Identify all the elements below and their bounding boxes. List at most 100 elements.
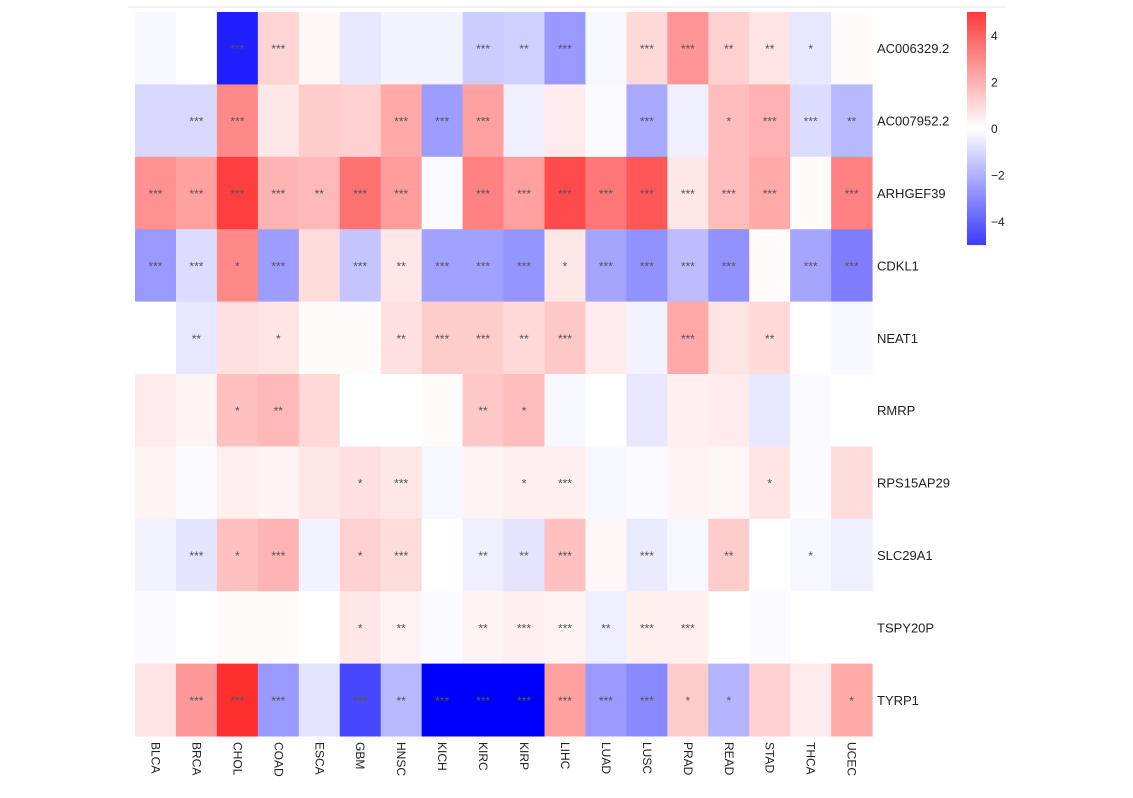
significance-label: *** bbox=[640, 42, 654, 56]
heatmap-cell bbox=[667, 446, 709, 520]
row-labels: AC006329.2 AC007952.2 ARHGEF39 CDKL1 NEAT1 RM… bbox=[877, 41, 950, 708]
heatmap-cell bbox=[503, 446, 545, 520]
heatmap-cell bbox=[216, 663, 259, 737]
significance-label: *** bbox=[435, 259, 449, 273]
heatmap-cell bbox=[831, 156, 873, 230]
colorbar-tick-label: 4 bbox=[991, 29, 998, 43]
significance-label: *** bbox=[189, 694, 203, 708]
heatmap-cell bbox=[831, 84, 873, 158]
significance-label: *** bbox=[148, 187, 162, 201]
significance-label: ** bbox=[519, 549, 529, 563]
heatmap-cell bbox=[708, 84, 750, 158]
significance-label: * bbox=[522, 477, 527, 491]
heatmap-cell bbox=[298, 301, 341, 375]
colorbar-tick-label: 0 bbox=[991, 122, 998, 136]
heatmap-cell bbox=[626, 156, 668, 230]
heatmap-cell bbox=[135, 156, 177, 230]
heatmap-cell bbox=[298, 591, 341, 665]
heatmap-cell bbox=[421, 301, 464, 375]
heatmap-cell bbox=[667, 518, 709, 592]
significance-label: *** bbox=[476, 115, 490, 129]
column-label: KIRP bbox=[517, 742, 531, 770]
heatmap-cell bbox=[339, 591, 382, 665]
significance-label: *** bbox=[394, 477, 408, 491]
significance-label: * bbox=[358, 549, 363, 563]
heatmap-cell bbox=[790, 446, 832, 520]
heatmap-cell bbox=[544, 229, 586, 303]
heatmap-cell bbox=[585, 518, 627, 592]
significance-label: ** bbox=[397, 259, 407, 273]
column-label: BLCA bbox=[148, 742, 162, 773]
heatmap-cell bbox=[216, 12, 259, 85]
significance-label: *** bbox=[640, 115, 654, 129]
heatmap-cell bbox=[380, 663, 423, 737]
heatmap-cell bbox=[257, 663, 300, 737]
heatmap-cell bbox=[462, 156, 505, 230]
heatmap-cell bbox=[135, 374, 177, 447]
significance-label: *** bbox=[271, 42, 285, 56]
significance-label: *** bbox=[230, 694, 244, 708]
significance-label: * bbox=[358, 477, 363, 491]
heatmap-cell bbox=[667, 663, 709, 737]
heatmap-cell bbox=[749, 156, 791, 230]
significance-label: ** bbox=[765, 332, 775, 346]
significance-label: *** bbox=[476, 332, 490, 346]
heatmap-cell bbox=[667, 156, 709, 230]
significance-label: *** bbox=[476, 187, 490, 201]
significance-label: ** bbox=[519, 42, 529, 56]
heatmap-cell bbox=[831, 518, 873, 592]
heatmap-cell bbox=[708, 518, 750, 592]
heatmap-cell bbox=[135, 12, 177, 85]
heatmap-cell bbox=[708, 12, 750, 85]
significance-label: * bbox=[726, 115, 731, 129]
significance-label: *** bbox=[558, 477, 572, 491]
heatmap-cell bbox=[790, 229, 832, 303]
significance-label: *** bbox=[435, 115, 449, 129]
heatmap-cell bbox=[462, 591, 505, 665]
colorbar-tick-label: 2 bbox=[991, 75, 998, 89]
significance-label: * bbox=[563, 259, 568, 273]
heatmap-cell bbox=[626, 518, 668, 592]
heatmap-cell bbox=[503, 156, 545, 230]
heatmap-cell bbox=[544, 446, 586, 520]
heatmap-cell bbox=[380, 156, 423, 230]
heatmap-cell bbox=[708, 229, 750, 303]
heatmap-cell bbox=[175, 12, 218, 85]
significance-label: *** bbox=[230, 187, 244, 201]
significance-label: * bbox=[685, 694, 690, 708]
heatmap-cell bbox=[339, 84, 382, 158]
heatmap-cell bbox=[216, 374, 259, 447]
heatmap-cell bbox=[421, 156, 464, 230]
heatmap-cell bbox=[667, 591, 709, 665]
heatmap-cell bbox=[175, 518, 218, 592]
heatmap-cell bbox=[462, 229, 505, 303]
significance-label: *** bbox=[558, 621, 572, 635]
heatmap-cell bbox=[749, 12, 791, 85]
significance-label: *** bbox=[640, 259, 654, 273]
heatmap-cell bbox=[257, 591, 300, 665]
heatmap-cell bbox=[135, 229, 177, 303]
heatmap-cell bbox=[216, 301, 259, 375]
heatmap-cell bbox=[339, 374, 382, 447]
heatmap-cell bbox=[175, 446, 218, 520]
colorbar-tick-label: −2 bbox=[991, 169, 1005, 183]
significance-label: *** bbox=[435, 332, 449, 346]
row-label: CDKL1 bbox=[877, 258, 919, 273]
heatmap-cell bbox=[421, 84, 464, 158]
heatmap-cell bbox=[503, 301, 545, 375]
significance-label: *** bbox=[804, 115, 818, 129]
significance-label: *** bbox=[722, 187, 736, 201]
significance-label: *** bbox=[558, 549, 572, 563]
column-label: HNSC bbox=[394, 742, 408, 776]
heatmap-cell bbox=[216, 156, 259, 230]
heatmap-cell bbox=[421, 518, 464, 592]
column-label: READ bbox=[722, 742, 736, 776]
heatmap-cell bbox=[339, 518, 382, 592]
heatmap-cell bbox=[708, 446, 750, 520]
heatmap-cell bbox=[585, 663, 627, 737]
heatmap-cell bbox=[790, 663, 832, 737]
heatmap-cell bbox=[298, 518, 341, 592]
heatmap-cell bbox=[749, 446, 791, 520]
heatmap-cell bbox=[421, 663, 464, 737]
